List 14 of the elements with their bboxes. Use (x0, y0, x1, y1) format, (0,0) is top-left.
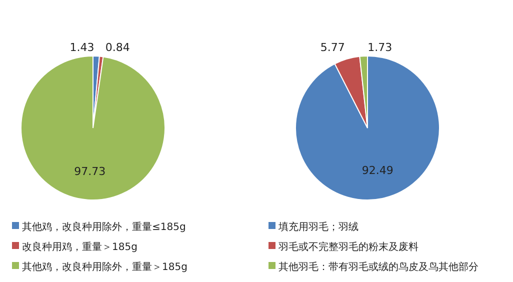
data-label: 92.49 (362, 164, 394, 178)
data-label: 0.84 (105, 41, 130, 54)
data-label: 5.77 (320, 41, 345, 54)
pie-slice (20, 56, 166, 200)
legend-label: 改良种用鸡，重量＞185g (22, 241, 138, 253)
legend-label: 其他鸡，改良种用除外，重量≤185g (22, 221, 186, 233)
legend-label: 其他羽毛：带有羽毛或绒的鸟皮及鸟其他部分 (278, 261, 478, 273)
pie-slice (295, 56, 440, 200)
data-label: 1.43 (70, 41, 94, 54)
legend-label: 其他鸡，改良种用除外，重量＞185g (22, 261, 188, 273)
data-label: 97.73 (74, 165, 106, 178)
legend-label: 填充用羽毛；羽绒 (278, 221, 358, 233)
legend-label: 羽毛或不完整羽毛的粉末及废料 (278, 241, 418, 253)
data-label: 1.73 (368, 41, 392, 54)
